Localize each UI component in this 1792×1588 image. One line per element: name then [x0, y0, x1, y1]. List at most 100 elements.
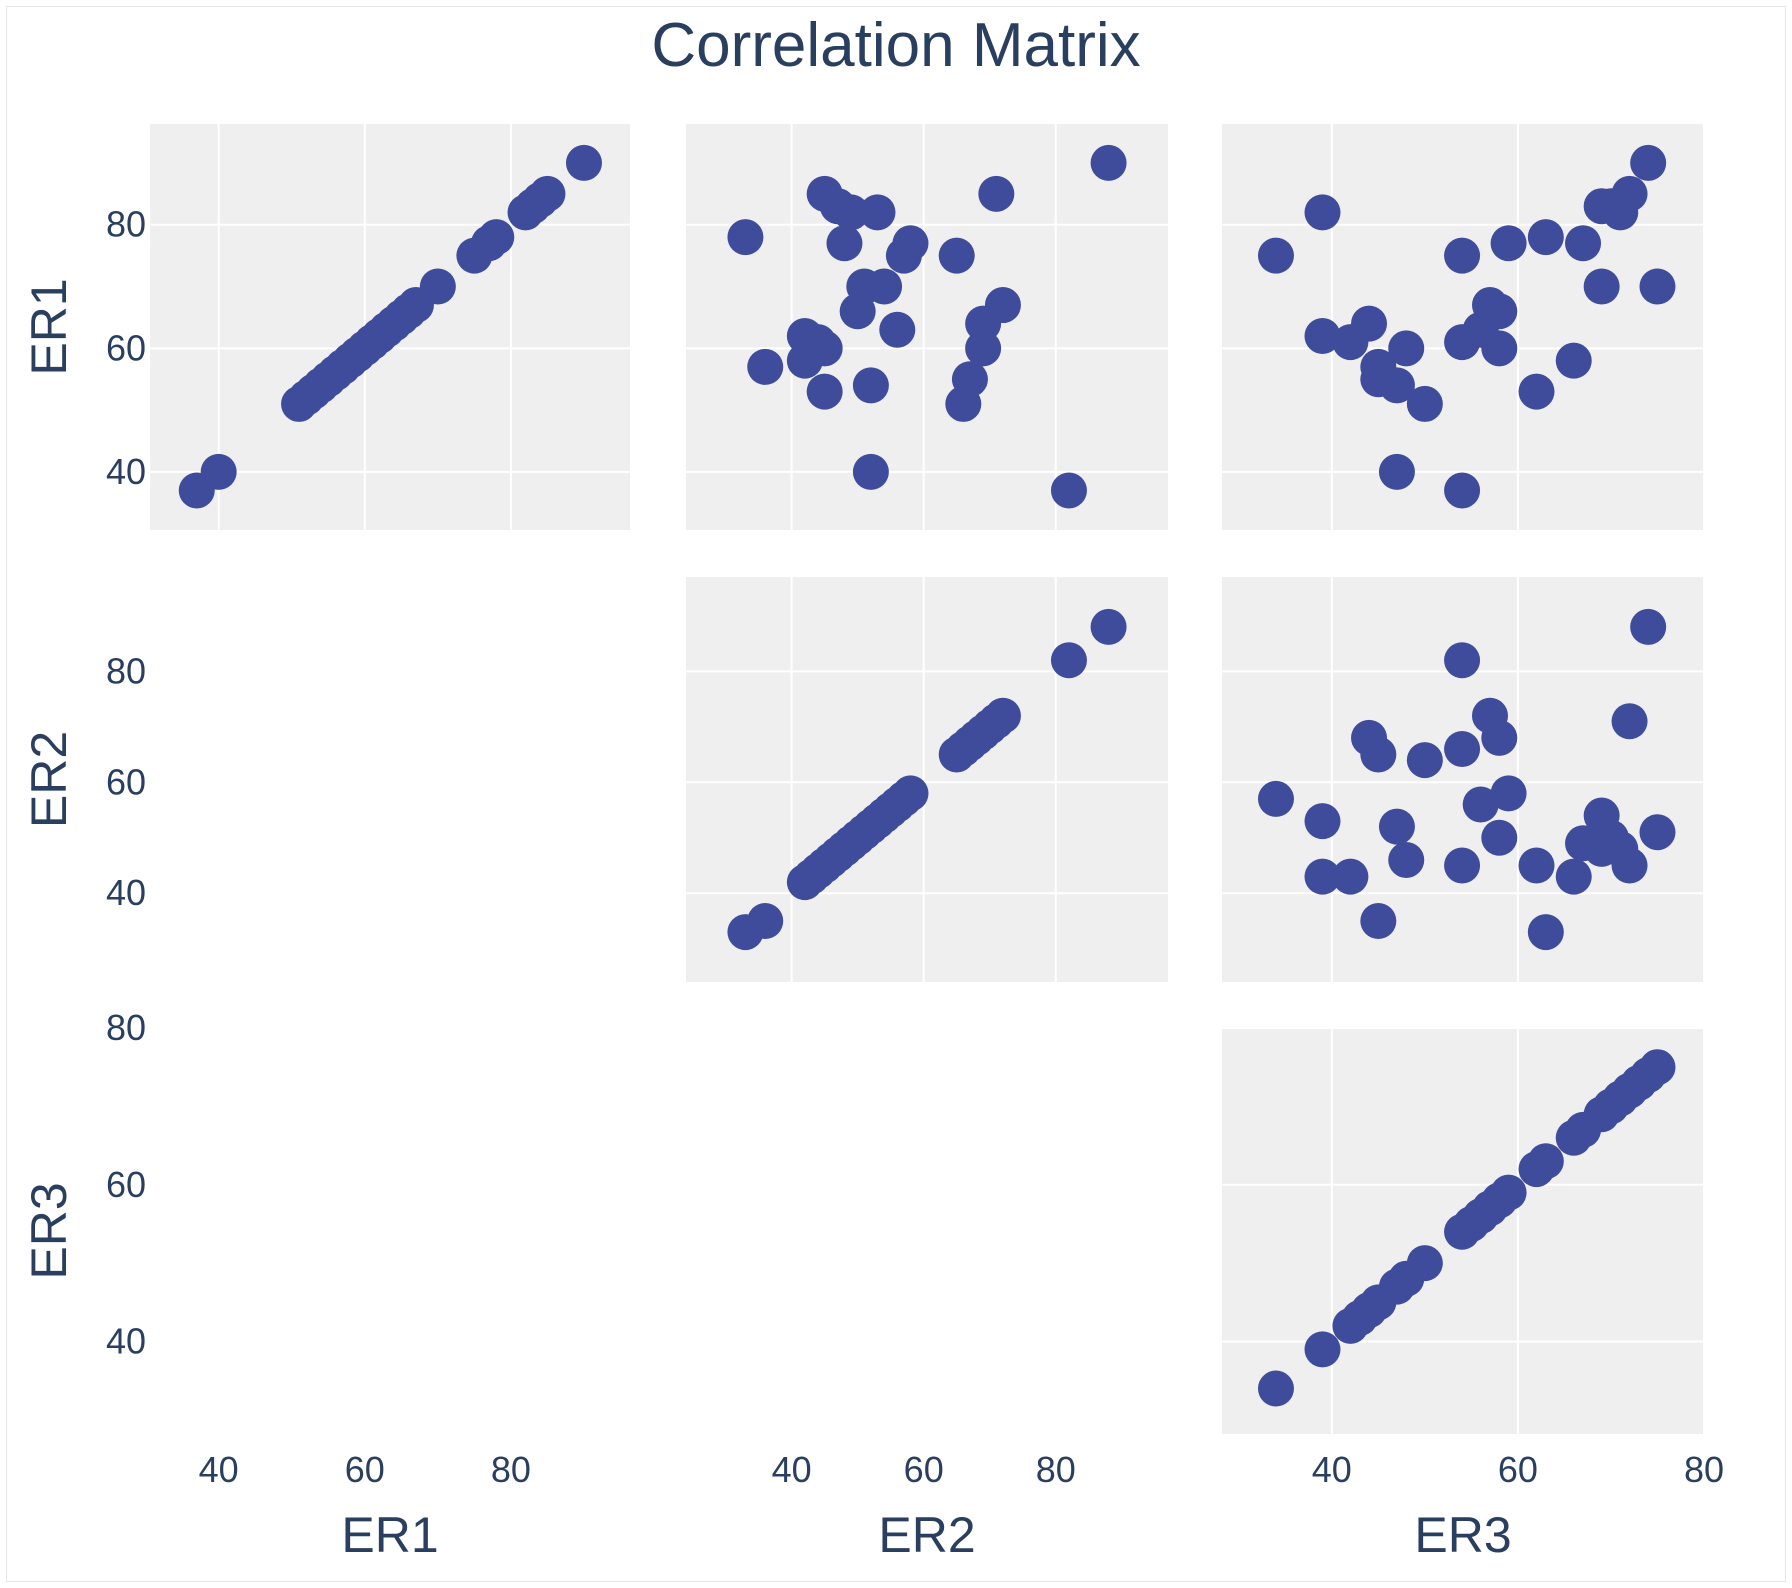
- data-point: [826, 225, 863, 262]
- data-point: [1611, 703, 1648, 740]
- data-point: [1583, 830, 1620, 867]
- y-tick-label: 60: [106, 327, 146, 368]
- x-axes: 40 60 80 ER1 40 60 80 ER2 40 60 80 ER3: [199, 1449, 1724, 1563]
- data-point: [565, 144, 602, 181]
- plot-background: [686, 124, 1168, 530]
- y-tick-label: 40: [106, 1321, 146, 1362]
- data-point: [1481, 819, 1518, 856]
- data-point: [1388, 841, 1425, 878]
- panel-er2-er3: [1222, 577, 1705, 982]
- data-point: [1304, 803, 1341, 840]
- x-tick-label: 80: [1684, 1449, 1724, 1490]
- data-point: [984, 287, 1021, 324]
- plot-background: [1222, 577, 1704, 982]
- data-point: [1462, 786, 1499, 823]
- data-point: [978, 175, 1015, 212]
- data-point: [1490, 775, 1527, 812]
- data-point: [1630, 144, 1667, 181]
- data-point: [1639, 1049, 1676, 1086]
- data-point: [1630, 608, 1667, 645]
- data-point: [859, 194, 896, 231]
- data-point: [1444, 730, 1481, 767]
- data-point: [1304, 317, 1341, 354]
- data-point: [1257, 780, 1294, 817]
- data-point: [1406, 1245, 1443, 1282]
- data-point: [951, 361, 988, 398]
- y-axes: 40 60 80 ER1 40 60 80 ER2 40 60 80 ER3: [21, 204, 146, 1362]
- x-tick-label: 80: [491, 1449, 531, 1490]
- data-point: [1090, 608, 1127, 645]
- y-tick-label: 80: [106, 204, 146, 245]
- panel-er1-er2: [686, 124, 1168, 530]
- data-point: [892, 225, 929, 262]
- x-tick-label: 60: [345, 1449, 385, 1490]
- data-point: [1481, 293, 1518, 330]
- x-axis-title-er1: ER1: [341, 1507, 438, 1563]
- data-point: [852, 367, 889, 404]
- data-point: [747, 348, 784, 385]
- data-point: [1360, 736, 1397, 773]
- data-point: [1388, 330, 1425, 367]
- x-axis-title-er3: ER3: [1414, 1507, 1511, 1563]
- data-point: [1527, 914, 1564, 951]
- data-point: [1611, 847, 1648, 884]
- x-tick-label: 40: [772, 1449, 812, 1490]
- data-point: [1304, 858, 1341, 895]
- data-point: [1257, 237, 1294, 274]
- data-point: [833, 194, 870, 231]
- x-tick-label: 60: [904, 1449, 944, 1490]
- y-tick-label: 80: [106, 650, 146, 691]
- data-point: [938, 237, 975, 274]
- data-point: [852, 453, 889, 490]
- data-point: [1555, 342, 1592, 379]
- data-point: [1050, 472, 1087, 509]
- data-point: [1490, 225, 1527, 262]
- data-point: [1304, 1331, 1341, 1368]
- panel-er2-er2: [686, 577, 1168, 982]
- panel-er1-er3: [1222, 124, 1705, 530]
- x-tick-label: 40: [1312, 1449, 1352, 1490]
- y-tick-label: 60: [106, 761, 146, 802]
- data-point: [1444, 237, 1481, 274]
- data-point: [1406, 742, 1443, 779]
- data-point: [806, 330, 843, 367]
- data-point: [478, 219, 515, 256]
- scatter-panels: [150, 124, 1705, 1434]
- data-point: [1332, 858, 1369, 895]
- data-point: [984, 697, 1021, 734]
- data-point: [892, 775, 929, 812]
- chart-title: Correlation Matrix: [651, 11, 1140, 80]
- data-point: [879, 311, 916, 348]
- data-point: [1518, 373, 1555, 410]
- data-point: [1444, 642, 1481, 679]
- data-point: [1444, 847, 1481, 884]
- data-point: [1378, 453, 1415, 490]
- y-tick-label: 80: [106, 1007, 146, 1048]
- data-point: [1555, 858, 1592, 895]
- y-axis-title-er1: ER1: [21, 278, 77, 375]
- data-point: [1518, 847, 1555, 884]
- data-point: [1565, 225, 1602, 262]
- y-tick-label: 40: [106, 872, 146, 913]
- data-point: [1257, 1370, 1294, 1407]
- data-point: [727, 219, 764, 256]
- x-axis-title-er2: ER2: [878, 1507, 975, 1563]
- data-point: [1378, 367, 1415, 404]
- data-point: [806, 373, 843, 410]
- data-point: [1406, 385, 1443, 422]
- y-axis-title-er3: ER3: [21, 1182, 77, 1279]
- panel-er3-er3: [1222, 1027, 1705, 1434]
- x-tick-label: 80: [1036, 1449, 1076, 1490]
- data-point: [1611, 175, 1648, 212]
- data-point: [529, 175, 566, 212]
- data-point: [1527, 1143, 1564, 1180]
- data-point: [1639, 268, 1676, 305]
- y-tick-label: 40: [106, 451, 146, 492]
- data-point: [866, 268, 903, 305]
- data-point: [1527, 219, 1564, 256]
- data-point: [1444, 472, 1481, 509]
- data-point: [1304, 194, 1341, 231]
- y-axis-title-er2: ER2: [21, 731, 77, 828]
- data-point: [1490, 1174, 1527, 1211]
